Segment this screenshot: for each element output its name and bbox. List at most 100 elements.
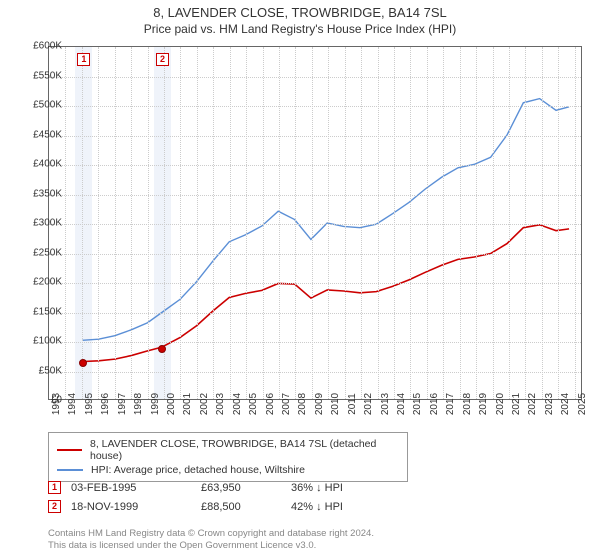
x-axis-tick-label: 2001: [182, 393, 193, 415]
gridline-vertical: [131, 47, 132, 399]
gridline-vertical: [148, 47, 149, 399]
gridline-vertical: [180, 47, 181, 399]
footer-attribution: Contains HM Land Registry data © Crown c…: [48, 528, 374, 553]
gridline-vertical: [361, 47, 362, 399]
x-axis-tick-label: 2011: [347, 393, 358, 415]
x-axis-tick-label: 2016: [429, 393, 440, 415]
gridline-horizontal: [49, 224, 581, 225]
gridline-vertical: [246, 47, 247, 399]
x-axis-tick-label: 1995: [84, 393, 95, 415]
gridline-vertical: [279, 47, 280, 399]
x-axis-tick-label: 2003: [215, 393, 226, 415]
chart-title-line2: Price paid vs. HM Land Registry's House …: [0, 22, 600, 40]
gridline-vertical: [378, 47, 379, 399]
x-axis-tick-label: 2015: [412, 393, 423, 415]
x-axis-tick-label: 2008: [297, 393, 308, 415]
gridline-vertical: [65, 47, 66, 399]
gridline-vertical: [328, 47, 329, 399]
legend-box: 8, LAVENDER CLOSE, TROWBRIDGE, BA14 7SL …: [48, 432, 408, 482]
gridline-vertical: [558, 47, 559, 399]
x-axis-tick-label: 2002: [199, 393, 210, 415]
legend-row: HPI: Average price, detached house, Wilt…: [57, 463, 399, 477]
gridline-horizontal: [49, 106, 581, 107]
x-axis-tick-label: 1996: [100, 393, 111, 415]
legend-swatch: [57, 469, 83, 471]
x-axis-tick-label: 2018: [462, 393, 473, 415]
legend-row: 8, LAVENDER CLOSE, TROWBRIDGE, BA14 7SL …: [57, 437, 399, 463]
legend-label: HPI: Average price, detached house, Wilt…: [91, 464, 305, 476]
x-axis-tick-label: 2019: [478, 393, 489, 415]
y-axis-tick-label: £600K: [22, 41, 62, 52]
x-axis-tick-label: 2025: [577, 393, 588, 415]
sale-point-dot: [79, 359, 87, 367]
gridline-vertical: [509, 47, 510, 399]
sale-point-dot: [158, 345, 166, 353]
gridline-vertical: [213, 47, 214, 399]
gridline-vertical: [410, 47, 411, 399]
y-axis-tick-label: £500K: [22, 100, 62, 111]
x-axis-tick-label: 2004: [232, 393, 243, 415]
gridline-vertical: [263, 47, 264, 399]
footer-line2: This data is licensed under the Open Gov…: [48, 540, 374, 552]
sale-row: 1 03-FEB-1995 £63,950 36% ↓ HPI: [48, 478, 472, 497]
chart-title-line1: 8, LAVENDER CLOSE, TROWBRIDGE, BA14 7SL: [0, 0, 600, 22]
sale-row-marker: 1: [48, 481, 61, 494]
gridline-horizontal: [49, 77, 581, 78]
y-axis-tick-label: £300K: [22, 218, 62, 229]
x-axis-tick-label: 1999: [150, 393, 161, 415]
gridline-horizontal: [49, 313, 581, 314]
gridline-horizontal: [49, 372, 581, 373]
sale-marker-callout: 2: [156, 53, 169, 66]
sale-marker-callout: 1: [77, 53, 90, 66]
sale-row-price: £63,950: [201, 482, 281, 494]
gridline-horizontal: [49, 283, 581, 284]
x-axis-tick-label: 1998: [133, 393, 144, 415]
gridline-horizontal: [49, 195, 581, 196]
x-axis-tick-label: 2000: [166, 393, 177, 415]
x-axis-tick-label: 2021: [511, 393, 522, 415]
gridline-vertical: [542, 47, 543, 399]
x-axis-tick-label: 1997: [117, 393, 128, 415]
x-axis-tick-label: 2020: [495, 393, 506, 415]
gridline-vertical: [493, 47, 494, 399]
y-axis-tick-label: £200K: [22, 277, 62, 288]
gridline-vertical: [115, 47, 116, 399]
y-axis-tick-label: £550K: [22, 70, 62, 81]
gridline-vertical: [230, 47, 231, 399]
gridline-vertical: [476, 47, 477, 399]
x-axis-tick-label: 2022: [527, 393, 538, 415]
gridline-horizontal: [49, 342, 581, 343]
y-axis-tick-label: £100K: [22, 336, 62, 347]
gridline-horizontal: [49, 165, 581, 166]
sale-row-date: 18-NOV-1999: [71, 501, 191, 513]
sale-row-hpi-diff: 36% ↓ HPI: [291, 482, 371, 494]
gridline-vertical: [82, 47, 83, 399]
gridline-horizontal: [49, 136, 581, 137]
gridline-vertical: [427, 47, 428, 399]
sales-table: 1 03-FEB-1995 £63,950 36% ↓ HPI 2 18-NOV-1999…: [48, 478, 472, 516]
gridline-vertical: [345, 47, 346, 399]
chart-container: 8, LAVENDER CLOSE, TROWBRIDGE, BA14 7SL …: [0, 0, 600, 560]
x-axis-tick-label: 2014: [396, 393, 407, 415]
gridline-vertical: [98, 47, 99, 399]
sale-row-date: 03-FEB-1995: [71, 482, 191, 494]
y-axis-tick-label: £350K: [22, 188, 62, 199]
x-axis-tick-label: 2017: [445, 393, 456, 415]
x-axis-tick-label: 2006: [265, 393, 276, 415]
x-axis-tick-label: 1993: [51, 393, 62, 415]
sale-row-marker: 2: [48, 500, 61, 513]
sale-row-price: £88,500: [201, 501, 281, 513]
gridline-vertical: [312, 47, 313, 399]
gridline-vertical: [443, 47, 444, 399]
sale-row-hpi-diff: 42% ↓ HPI: [291, 501, 371, 513]
plot-area: 12: [48, 46, 582, 400]
chart-lines-svg: [49, 47, 581, 399]
gridline-horizontal: [49, 254, 581, 255]
gridline-vertical: [197, 47, 198, 399]
y-axis-tick-label: £150K: [22, 306, 62, 317]
x-axis-tick-label: 2024: [560, 393, 571, 415]
sale-row: 2 18-NOV-1999 £88,500 42% ↓ HPI: [48, 497, 472, 516]
y-axis-tick-label: £50K: [22, 365, 62, 376]
x-axis-tick-label: 2005: [248, 393, 259, 415]
x-axis-tick-label: 2010: [330, 393, 341, 415]
